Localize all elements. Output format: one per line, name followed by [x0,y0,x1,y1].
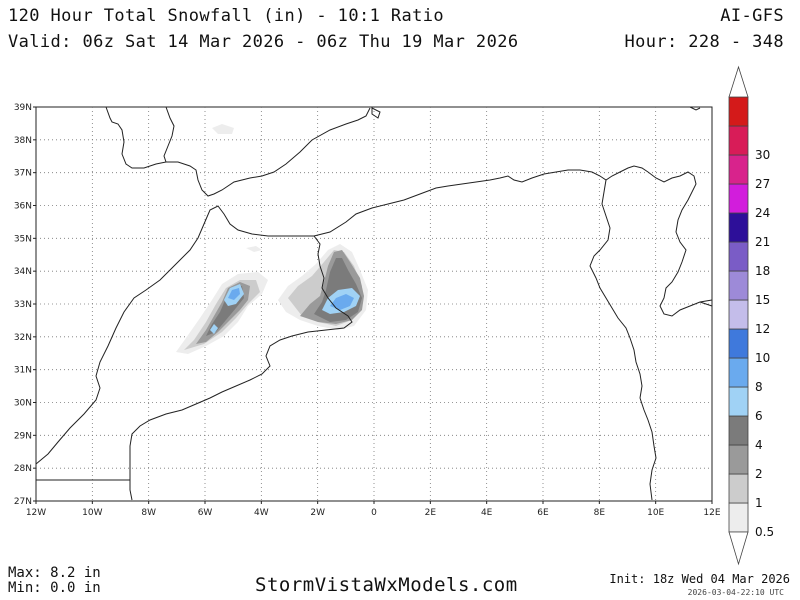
min-value: Min: 0.0 in [8,580,101,596]
max-value: Max: 8.2 in [8,565,101,581]
spain-portugal-border [163,106,175,163]
legend-swatch [728,212,749,243]
legend-swatch [728,154,749,185]
algeria-libya-border [639,397,657,501]
legend-swatch [728,502,749,533]
lat-tick-label: 31N [14,366,32,376]
legend-swatch [728,415,749,446]
morocco-algeria-border [129,235,353,501]
axis-tick-labels: 39N38N37N36N35N34N33N32N31N30N29N28N27N1… [14,103,721,518]
sicily-island [689,106,701,111]
legend-bottom-arrow [728,531,749,566]
snow-area-6in-small [210,324,218,334]
lon-tick-label: 4E [481,508,493,518]
legend-label: 27 [755,177,770,191]
legend-label: 12 [755,322,770,336]
legend-label: 6 [755,409,763,423]
legend-label: 18 [755,264,770,278]
legend-swatch [728,96,749,127]
lat-tick-label: 37N [14,169,32,179]
legend-label: 30 [755,148,770,162]
lat-tick-label: 28N [14,464,32,474]
valid-period: Valid: 06z Sat 14 Mar 2026 - 06z Thu 19 … [8,32,519,52]
legend-swatch [728,328,749,359]
lon-tick-label: 8E [594,508,606,518]
legend-swatch [728,241,749,272]
forecast-hours: Hour: 228 - 348 [624,32,784,52]
lat-tick-label: 33N [14,300,32,310]
legend-swatch [728,270,749,301]
algeria-tunisia-border [589,179,643,399]
legend-label: 0.5 [755,525,774,539]
lon-tick-label: 6W [198,508,213,518]
snow-area-8in-east [330,294,354,310]
balearic-islands [371,107,381,119]
lon-tick-label: 12W [26,508,46,518]
legend-swatch [728,125,749,156]
legend-label: 4 [755,438,763,452]
lon-tick-label: 4W [254,508,269,518]
map-title: 120 Hour Total Snowfall (in) - 10:1 Rati… [8,6,445,26]
lon-tick-label: 0 [371,508,377,518]
lat-tick-label: 39N [14,103,32,113]
lat-tick-label: 38N [14,136,32,146]
legend-label: 8 [755,380,763,394]
legend-label: 24 [755,206,770,220]
lat-tick-label: 29N [14,431,32,441]
legend-swatch [728,386,749,417]
snow-area-0.5in-small [246,246,262,252]
lat-tick-label: 30N [14,399,32,409]
lat-tick-label: 34N [14,267,32,277]
legend-swatch [728,473,749,504]
lon-tick-label: 2E [425,508,437,518]
libya-coast-east [699,301,713,307]
legend-swatch [728,444,749,475]
legend-top-arrow [728,65,749,98]
legend-label: 15 [755,293,770,307]
lon-tick-label: 10E [647,508,664,518]
lat-tick-label: 32N [14,333,32,343]
iberia-coast [105,106,371,197]
lon-tick-label: 10W [82,508,102,518]
lon-tick-label: 8W [141,508,156,518]
snow-area-0.5in-north [212,124,234,134]
legend-swatch [728,357,749,388]
legend-swatch [728,183,749,214]
legend-swatch [728,299,749,330]
legend-label: 1 [755,496,763,510]
lon-tick-label: 12E [703,508,720,518]
north-africa-coast [35,165,713,465]
lat-tick-label: 27N [14,497,32,507]
site-watermark: StormVistaWxModels.com [255,574,518,596]
generation-timestamp: 2026-03-04-22:10 UTC [687,588,784,597]
legend-label: 2 [755,467,763,481]
max-min-values: Max: 8.2 in Min: 0.0 in [8,566,101,596]
init-time: Init: 18z Wed 04 Mar 2026 [609,572,790,586]
lat-tick-label: 36N [14,202,32,212]
model-name: AI-GFS [720,6,784,26]
lon-tick-label: 6E [537,508,549,518]
legend-label: 10 [755,351,770,365]
legend-label: 21 [755,235,770,249]
lat-tick-label: 35N [14,234,32,244]
lon-tick-label: 2W [310,508,325,518]
snow-area-8in-west [228,288,240,300]
coastlines-borders [35,106,713,501]
snowfall-shading [176,124,368,354]
